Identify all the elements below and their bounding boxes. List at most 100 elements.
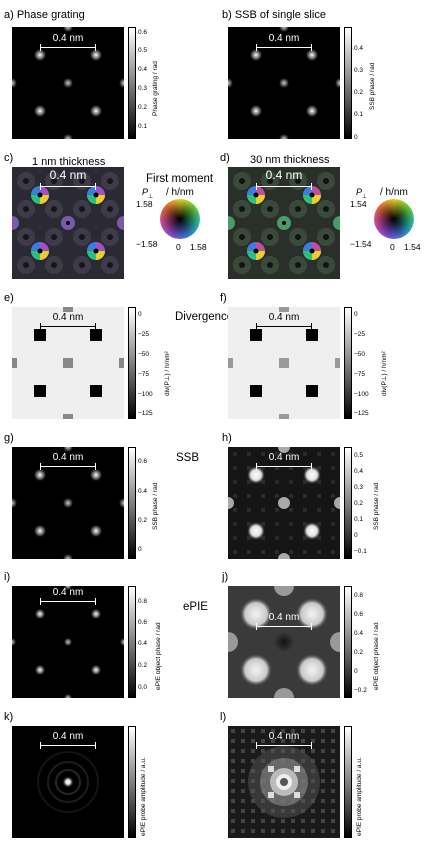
colorbar-label-i: ePIE object phase / rad	[155, 622, 162, 690]
colorbar-i	[128, 586, 136, 698]
tick-label: 0.2	[138, 104, 148, 111]
scale-bar-cap	[95, 742, 96, 749]
panel-label-j: j)	[222, 571, 229, 583]
scale-bar-c	[40, 186, 96, 187]
scale-bar-cap	[95, 598, 96, 605]
tick-label: −25	[354, 331, 366, 338]
section-epie: ePIE	[183, 601, 208, 613]
tick-label: 0.1	[354, 516, 364, 523]
tick-label: 0	[354, 668, 358, 675]
colorbar-label-g: SSB phase / rad	[152, 482, 159, 530]
panel-label-a: a) Phase grating	[4, 9, 85, 21]
tick-label: −50	[138, 351, 150, 358]
wheel-p-perp-symbol-c: P⊥	[142, 187, 154, 200]
panel-label-c: c)	[4, 152, 14, 164]
image-l-svg	[228, 726, 340, 838]
tick-label: 0.4	[354, 45, 364, 52]
tick-label: 0.4	[354, 630, 364, 637]
image-l-epie-probe-30nm	[228, 726, 340, 838]
panel-label-d: d)	[220, 152, 230, 164]
colorbar-a	[128, 27, 136, 139]
image-k-svg	[12, 726, 124, 838]
colorbar-label-l: ePIE probe amplitude / a.u.	[356, 757, 363, 836]
wheel-tick-top-c: 1.58	[136, 199, 153, 209]
tick-label: 0.0	[138, 684, 148, 691]
scale-bar-cap	[311, 323, 312, 330]
scale-bar-label-l: 0.4 nm	[268, 731, 300, 742]
scale-bar-f	[256, 326, 312, 327]
panel-label-k: k)	[4, 711, 14, 723]
scale-bar-label-b: 0.4 nm	[268, 33, 300, 44]
wheel-tick-top-d: 1.54	[350, 199, 367, 209]
scale-bar-label-a: 0.4 nm	[52, 33, 84, 44]
image-i-epie-object-1nm	[12, 586, 124, 698]
wheel-axis-label-c: / h/nm	[166, 187, 194, 198]
colorbar-e	[128, 307, 136, 419]
scale-bar-g	[40, 466, 96, 467]
colorbar-b	[344, 27, 352, 139]
tick-label: 0.3	[354, 67, 364, 74]
tick-label: −0.2	[354, 687, 367, 694]
scale-bar-a	[40, 47, 96, 48]
colorbar-k	[128, 726, 136, 838]
tick-label: 0.8	[354, 592, 364, 599]
image-d-first-moment-30nm	[228, 167, 340, 279]
tick-label: 0	[354, 311, 358, 318]
wheel-tick-zero-c: 0	[176, 242, 181, 252]
scale-bar-label-c: 0.4 nm	[49, 168, 87, 182]
tick-label: −0.1	[354, 548, 367, 555]
tick-label: −100	[138, 391, 153, 398]
tick-label: 0.5	[354, 452, 364, 459]
colorbar-label-j: ePIE object phase / rad	[373, 622, 380, 690]
colorbar-label-a: Phase grating / rad	[152, 61, 159, 116]
scale-bar-cap	[256, 44, 257, 51]
image-f-divergence-30nm	[228, 307, 340, 419]
colorbar-j	[344, 586, 352, 698]
image-g-ssb-1nm	[12, 447, 124, 559]
scale-bar-cap	[256, 463, 257, 470]
scale-bar-cap	[311, 742, 312, 749]
scale-bar-cap	[40, 598, 41, 605]
tick-label: 0	[354, 134, 358, 141]
image-a-svg	[12, 27, 124, 139]
scale-bar-cap	[256, 183, 257, 190]
image-b-svg	[228, 27, 340, 139]
scale-bar-cap	[311, 44, 312, 51]
scale-bar-cap	[40, 742, 41, 749]
colorbar-label-h: SSB phase / rad	[373, 482, 380, 530]
image-h-ssb-30nm	[228, 447, 340, 559]
scale-bar-h	[256, 466, 312, 467]
image-e-svg	[12, 307, 124, 419]
image-b-ssb-single-slice	[228, 27, 340, 139]
image-c-first-moment-1nm	[12, 167, 124, 279]
colorbar-label-e: div(P⊥) / h/nm²	[164, 351, 171, 396]
scale-bar-cap	[311, 623, 312, 630]
scale-bar-label-j: 0.4 nm	[268, 612, 300, 623]
panel-label-e: e)	[4, 292, 14, 304]
tick-label: 0.4	[138, 488, 148, 495]
tick-label: 0.2	[354, 500, 364, 507]
scale-bar-d	[256, 186, 312, 187]
tick-label: 0.6	[354, 611, 364, 618]
scale-bar-l	[256, 745, 312, 746]
colorbar-l	[344, 726, 352, 838]
scale-bar-label-d: 0.4 nm	[265, 168, 303, 182]
image-a-phase-grating	[12, 27, 124, 139]
scale-bar-label-h: 0.4 nm	[268, 452, 300, 463]
tick-label: 0.2	[354, 649, 364, 656]
tick-label: 0.8	[138, 598, 148, 605]
scale-bar-label-i: 0.4 nm	[52, 587, 84, 598]
tick-label: 0	[138, 546, 142, 553]
colorbar-f	[344, 307, 352, 419]
thickness-label-c: 1 nm thickness	[32, 156, 106, 168]
color-wheel-c	[160, 199, 200, 239]
scale-bar-cap	[256, 323, 257, 330]
tick-label: 0.4	[138, 66, 148, 73]
panel-label-i: i)	[4, 571, 11, 583]
scale-bar-cap	[40, 323, 41, 330]
tick-label: −50	[354, 351, 366, 358]
scale-bar-e	[40, 326, 96, 327]
image-k-epie-probe-1nm	[12, 726, 124, 838]
tick-label: 0.2	[138, 517, 148, 524]
scale-bar-cap	[40, 183, 41, 190]
